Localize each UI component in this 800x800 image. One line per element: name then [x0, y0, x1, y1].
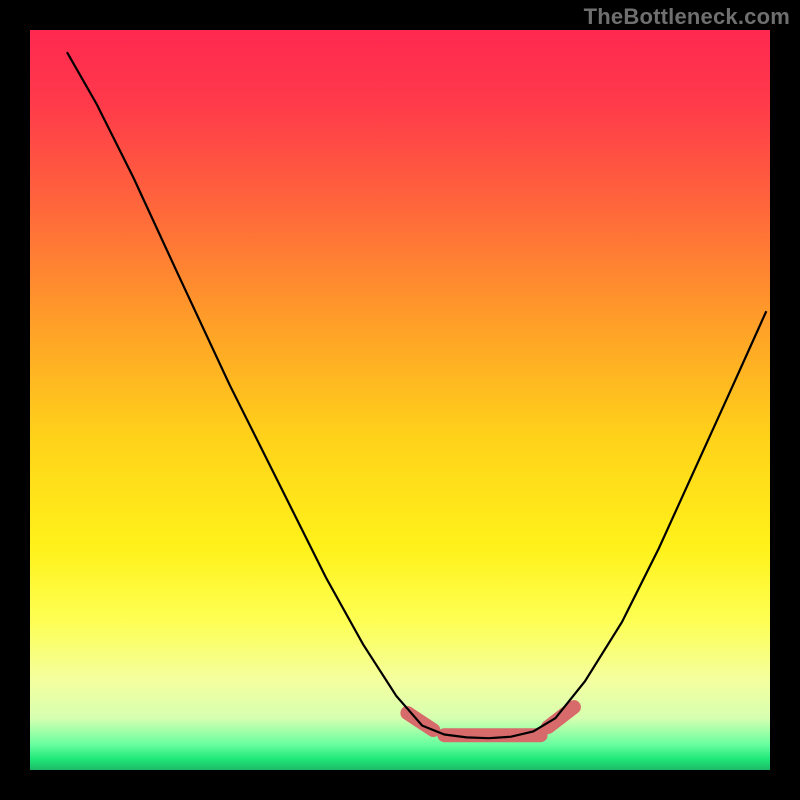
chart-svg: [0, 0, 800, 800]
plot-background: [30, 30, 770, 770]
chart-canvas: TheBottleneck.com: [0, 0, 800, 800]
watermark-text: TheBottleneck.com: [584, 4, 790, 30]
